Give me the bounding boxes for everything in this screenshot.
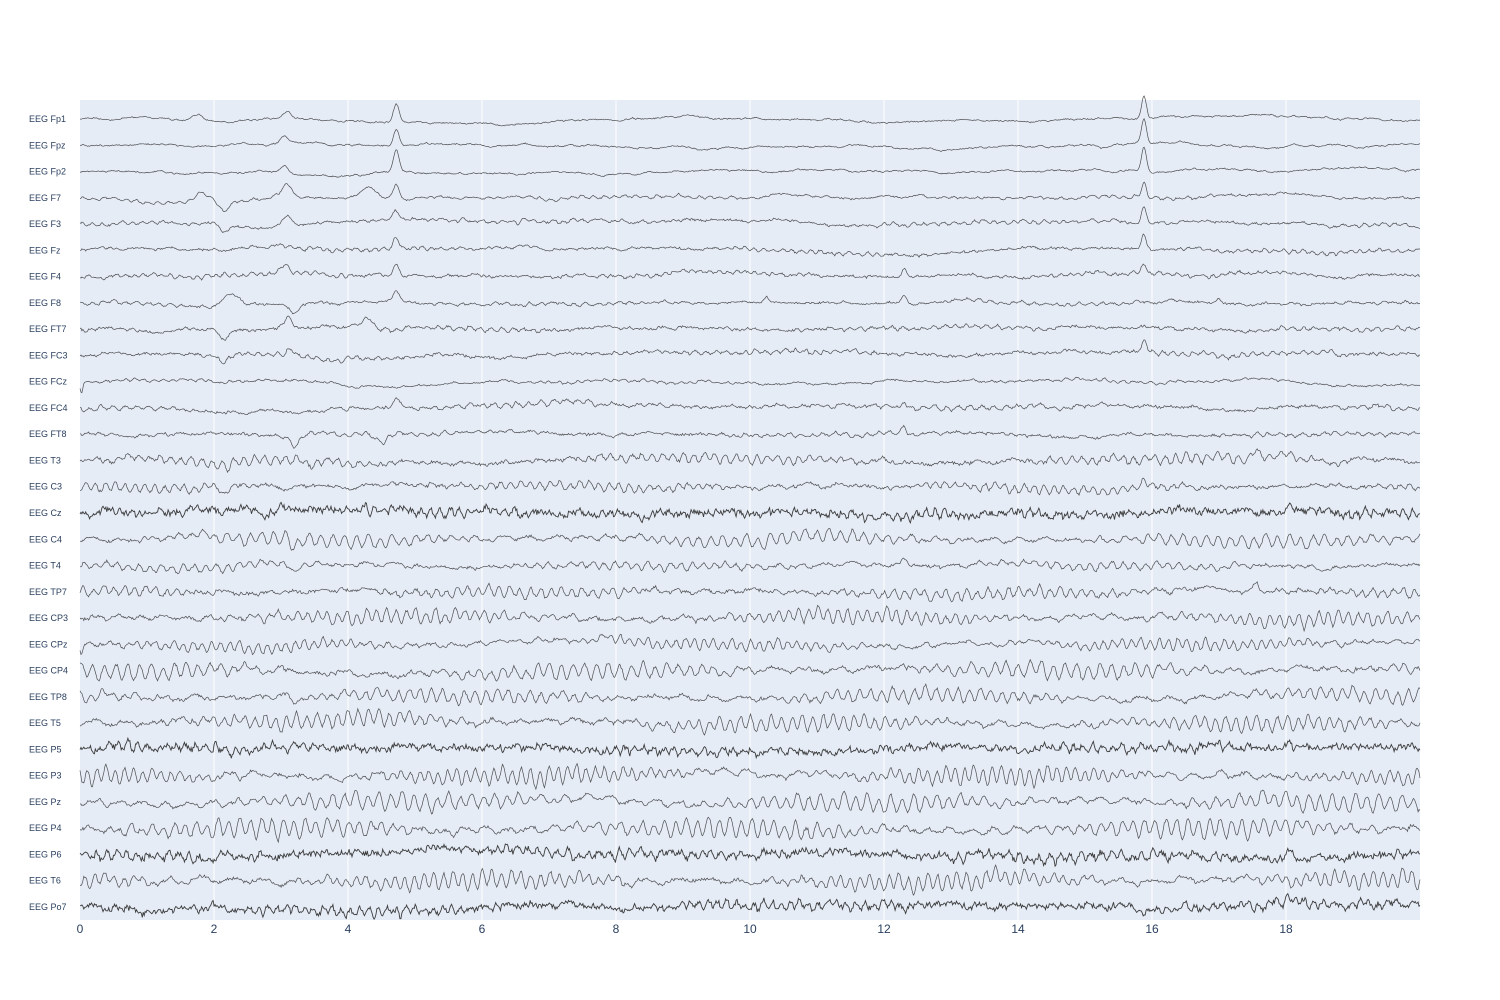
x-tick-label: 18	[1279, 922, 1293, 936]
x-tick-label: 6	[479, 922, 486, 936]
trace-eeg-ft7	[79, 315, 1421, 341]
channel-label: EEG Pz	[29, 797, 62, 807]
trace-eeg-fz	[80, 233, 1421, 258]
x-tick-label: 10	[743, 922, 757, 936]
x-axis: 0 2 4 6 8 10 12 14 16 18	[77, 922, 1293, 936]
channel-label: EEG T4	[29, 561, 61, 571]
channel-label: EEG Fz	[29, 245, 61, 255]
x-tick-label: 0	[77, 922, 84, 936]
channel-label: EEG CP3	[29, 613, 68, 623]
trace-eeg-c4	[79, 527, 1421, 551]
channel-label: EEG P6	[29, 849, 62, 859]
trace-eeg-fpz	[79, 117, 1421, 153]
channel-label: EEG FC4	[29, 403, 68, 413]
traces	[79, 95, 1421, 920]
channel-label: EEG TP8	[29, 692, 67, 702]
trace-eeg-f7	[79, 181, 1421, 212]
channel-label: EEG Po7	[29, 902, 67, 912]
trace-eeg-cpz	[79, 633, 1421, 656]
channel-label: EEG Fp1	[29, 114, 66, 124]
trace-eeg-p4	[79, 816, 1421, 844]
trace-eeg-p6	[79, 843, 1421, 868]
channel-label: EEG F8	[29, 298, 61, 308]
channel-label: EEG T3	[29, 455, 61, 465]
trace-eeg-p5	[79, 736, 1421, 760]
x-tick-label: 8	[613, 922, 620, 936]
channel-label: EEG TP7	[29, 587, 67, 597]
x-tick-label: 16	[1145, 922, 1159, 936]
trace-eeg-fc4	[79, 397, 1421, 416]
trace-eeg-tp8	[79, 683, 1421, 707]
channel-label: EEG C3	[29, 482, 62, 492]
channel-label: EEG F3	[29, 219, 61, 229]
channel-label: EEG FT8	[29, 429, 67, 439]
x-tick-label: 12	[877, 922, 891, 936]
trace-eeg-p3	[79, 762, 1421, 791]
channel-label: EEG Fp2	[29, 167, 66, 177]
channel-label: EEG CPz	[29, 639, 68, 649]
trace-eeg-f8	[79, 290, 1421, 315]
channel-label: EEG FT7	[29, 324, 67, 334]
trace-eeg-fcz	[79, 376, 1421, 394]
channel-label: EEG FC3	[29, 350, 68, 360]
channel-labels: EEG Fp1 EEG Fpz EEG Fp2 EEG F7 EEG F3 EEG Fz E…	[29, 114, 68, 912]
channel-label: EEG F4	[29, 272, 61, 282]
x-tick-label: 2	[211, 922, 218, 936]
trace-eeg-t3	[79, 448, 1421, 474]
trace-eeg-t5	[79, 707, 1421, 736]
trace-eeg-cp4	[79, 658, 1421, 682]
trace-eeg-fp2	[79, 146, 1421, 178]
trace-eeg-pz	[79, 789, 1421, 815]
trace-eeg-f3	[79, 206, 1420, 233]
channel-label: EEG C4	[29, 534, 62, 544]
trace-eeg-t6	[79, 864, 1421, 896]
channel-label: EEG Fpz	[29, 140, 66, 150]
channel-label: EEG Cz	[29, 508, 62, 518]
trace-eeg-cp3	[79, 604, 1421, 633]
channel-label: EEG T6	[29, 876, 61, 886]
trace-eeg-c3	[80, 477, 1421, 496]
channel-label: EEG P5	[29, 744, 62, 754]
trace-eeg-t4	[79, 557, 1421, 575]
channel-label: EEG T5	[29, 718, 61, 728]
trace-eeg-ft8	[79, 424, 1421, 449]
channel-label: EEG P4	[29, 823, 62, 833]
trace-eeg-cz	[79, 501, 1421, 525]
channel-label: EEG CP4	[29, 666, 68, 676]
trace-eeg-fp1	[79, 95, 1421, 127]
trace-eeg-f4	[79, 263, 1421, 281]
trace-eeg-tp7	[79, 581, 1421, 603]
channel-label: EEG P3	[29, 771, 62, 781]
x-tick-label: 14	[1011, 922, 1025, 936]
channel-label: EEG FCz	[29, 377, 68, 387]
x-tick-label: 4	[345, 922, 352, 936]
trace-eeg-po7	[79, 892, 1421, 920]
trace-eeg-fc3	[79, 339, 1421, 365]
channel-label: EEG F7	[29, 193, 61, 203]
x-grid	[213, 100, 1287, 920]
